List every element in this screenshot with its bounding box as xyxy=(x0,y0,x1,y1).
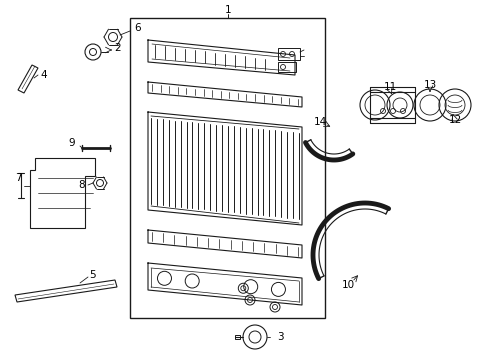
Bar xyxy=(235,335,240,339)
Text: 1: 1 xyxy=(224,5,231,15)
Bar xyxy=(278,48,299,60)
Text: 10: 10 xyxy=(341,280,354,290)
Text: 8: 8 xyxy=(79,180,85,190)
Bar xyxy=(369,92,414,118)
Text: 11: 11 xyxy=(383,82,396,92)
Text: 13: 13 xyxy=(423,80,436,90)
Bar xyxy=(278,62,295,72)
Text: 5: 5 xyxy=(88,270,95,280)
Bar xyxy=(130,18,325,318)
Text: 7: 7 xyxy=(15,173,21,183)
Text: 3: 3 xyxy=(276,332,283,342)
Text: 9: 9 xyxy=(68,138,75,148)
Text: 4: 4 xyxy=(41,70,47,80)
Text: 2: 2 xyxy=(115,43,121,53)
Text: 14: 14 xyxy=(313,117,326,127)
Text: 6: 6 xyxy=(134,23,141,33)
Text: 12: 12 xyxy=(447,115,461,125)
